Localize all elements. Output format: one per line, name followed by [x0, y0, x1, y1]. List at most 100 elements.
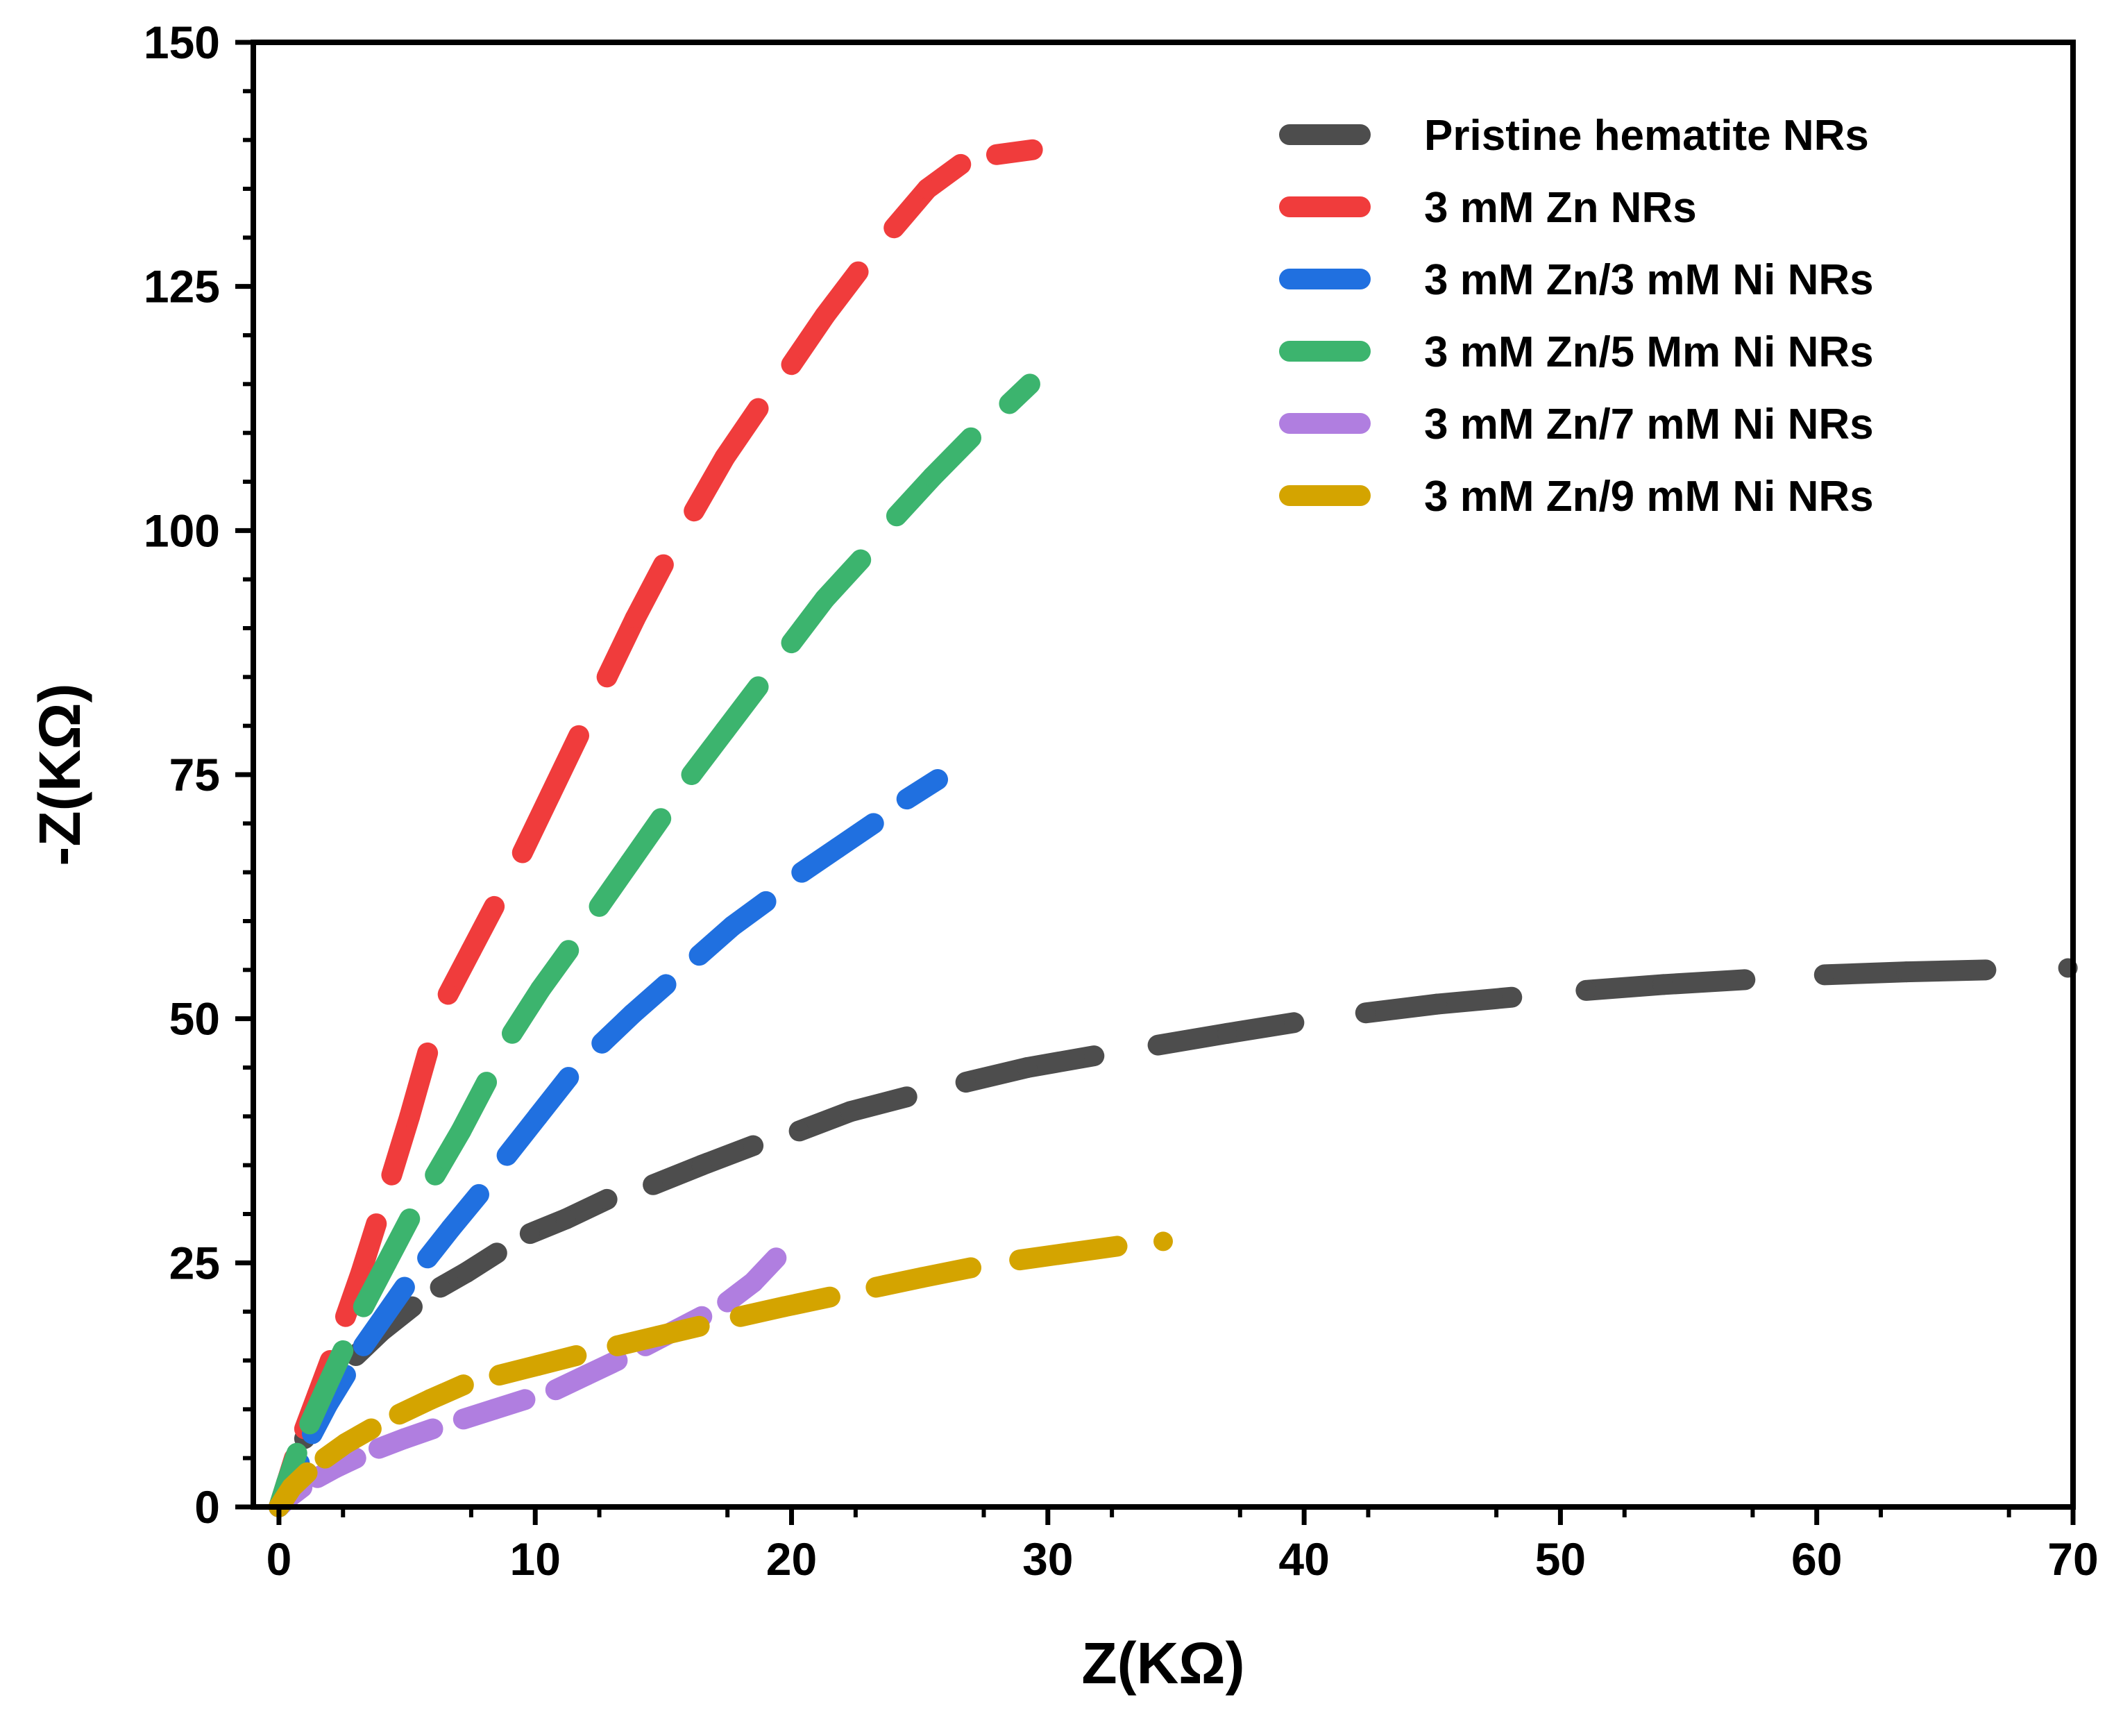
series-3-point [1020, 374, 1040, 394]
series-5-point [1153, 1231, 1173, 1252]
legend-label: 3 mM Zn/5 Mm Ni NRs [1424, 328, 1874, 376]
series-1-point [815, 305, 835, 326]
series-0-point [789, 1121, 809, 1141]
series-1-point [1022, 140, 1042, 160]
series-1-point [951, 154, 971, 174]
series-1-segment [511, 784, 561, 863]
series-1-segment [399, 1042, 439, 1127]
x-tick-label: 70 [2047, 1533, 2098, 1585]
series-0-segment [1217, 1012, 1305, 1044]
series-3-point [287, 1443, 307, 1463]
series-2-point [497, 1145, 517, 1165]
series-1-point [335, 1306, 355, 1326]
series-0-point [1428, 994, 1448, 1014]
series-1-point [418, 1043, 438, 1063]
series-1-point [625, 608, 645, 628]
series-3-point [999, 394, 1020, 414]
series-5-point [389, 1404, 409, 1424]
series-3-point [781, 633, 802, 653]
series-0-segment [1427, 986, 1523, 1015]
series-2-point [722, 916, 743, 936]
series-0-point [1355, 1003, 1376, 1023]
series-2-point [559, 1068, 579, 1088]
y-tick-labels: 0 25 50 75 100 125 150 [144, 17, 220, 1533]
series-2-point [623, 1004, 643, 1024]
series-0-segment [1575, 974, 1674, 1001]
series-4-point [423, 1419, 443, 1439]
series-2-point [592, 1033, 612, 1053]
x-tick-labels: 0 10 20 30 40 50 60 70 [267, 1533, 2099, 1585]
y-axis-title: -Z(KΩ) [27, 683, 92, 866]
legend-item: 3 mM Zn NRs [1279, 184, 1697, 232]
x-tick-label: 20 [766, 1533, 817, 1585]
series-5-point [527, 1356, 548, 1376]
series-0-segment [1813, 961, 1917, 986]
series-1-point [438, 984, 458, 1004]
series-2-point [827, 838, 847, 858]
series-4-point [346, 1448, 366, 1468]
series-4-point [394, 1429, 414, 1449]
series-3-point [502, 1023, 522, 1043]
series-3-point [559, 941, 579, 961]
series-0-point [956, 1072, 976, 1093]
series-5-point [315, 1448, 335, 1468]
series-0-point [1502, 987, 1522, 1007]
legend-item: 3 mM Zn/7 mM Ni NRs [1279, 401, 1874, 448]
legend: Pristine hematite NRs 3 mM Zn NRs 3 mM Zn/… [1279, 112, 1874, 521]
series-4-point [607, 1351, 627, 1370]
series-5-point [866, 1277, 886, 1297]
legend-item: 3 mM Zn/3 mM Ni NRs [1279, 256, 1874, 304]
series-0-point [1814, 965, 1834, 985]
legend-label: Pristine hematite NRs [1424, 112, 1869, 160]
series-1-segment [540, 725, 590, 805]
series-0-point [1653, 975, 1673, 995]
series-0-point [520, 1224, 540, 1244]
series-3-point [682, 765, 702, 784]
series-4-point [545, 1380, 566, 1400]
series-3-point [886, 506, 906, 526]
series-0-point [1148, 1035, 1168, 1055]
x-axis-title: Z(KΩ) [1081, 1630, 1244, 1696]
series-2-point [374, 1306, 394, 1326]
series-1-point [512, 843, 532, 863]
series-0-segment [955, 1057, 1038, 1093]
series-4-point [766, 1248, 786, 1268]
series-2-point [756, 891, 776, 911]
series-5-point [774, 1297, 794, 1317]
series-2-point [468, 1184, 489, 1204]
series-1-segment [596, 607, 646, 688]
series-5 [268, 1231, 1173, 1517]
series-2-point [394, 1277, 414, 1297]
series-1-point [461, 941, 481, 961]
series-5-point [607, 1335, 627, 1356]
series-3-point [315, 1380, 335, 1400]
series-5-point [961, 1258, 981, 1278]
series-0-point [487, 1243, 507, 1263]
series-3-point [620, 852, 640, 873]
y-tick-label: 100 [144, 505, 220, 556]
series-5-point [335, 1433, 355, 1453]
series-0-point [1017, 1058, 1038, 1077]
series-1-point [351, 1263, 371, 1283]
legend-item: Pristine hematite NRs [1279, 112, 1869, 160]
series-0-point [1084, 1046, 1104, 1066]
series-4-point [369, 1438, 389, 1458]
series-3-point [451, 1121, 471, 1141]
y-tick-label: 0 [194, 1481, 220, 1533]
series-5-point [420, 1390, 440, 1410]
y-tick-label: 25 [169, 1237, 220, 1288]
series-1-point [366, 1214, 387, 1234]
series-3-point [922, 466, 942, 487]
legend-label: 3 mM Zn NRs [1424, 184, 1697, 232]
series-2-point [928, 770, 948, 790]
series-0-point [1976, 960, 1996, 980]
series-3-point [300, 1414, 320, 1434]
series-1-point [917, 179, 938, 199]
series-0-segment [1652, 969, 1756, 995]
series-1-point [848, 262, 868, 282]
series-5-point [1058, 1243, 1079, 1263]
x-tick-label: 60 [1791, 1533, 1842, 1585]
series-5-point [689, 1316, 709, 1336]
x-tick-label: 50 [1535, 1533, 1586, 1585]
